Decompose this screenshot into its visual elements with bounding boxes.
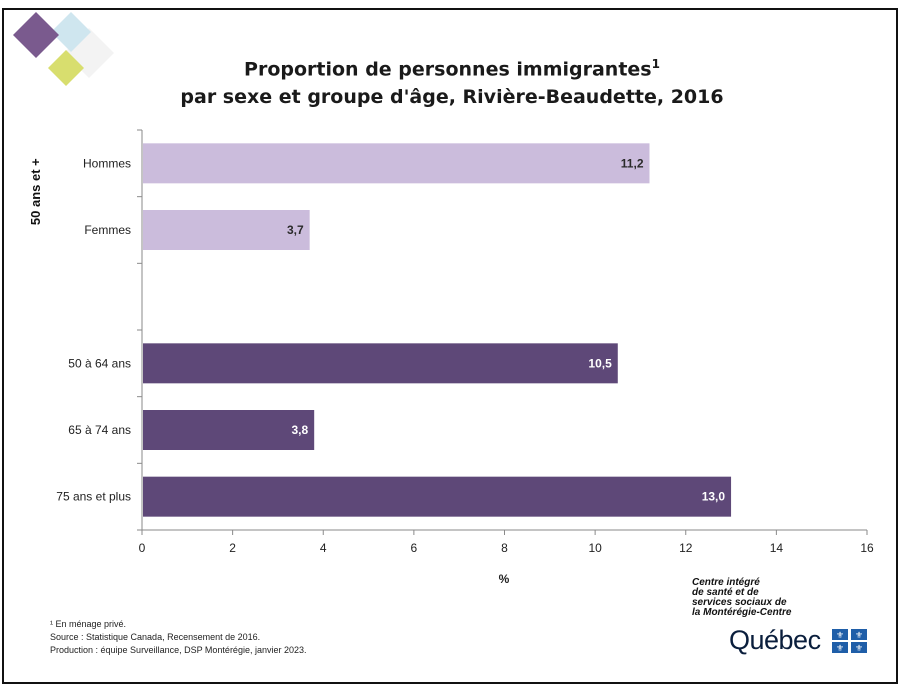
fleur-de-lis-icon: ⚜ bbox=[836, 644, 844, 653]
x-tick-label: 14 bbox=[770, 541, 784, 555]
footnotes: ¹ En ménage privé. Source : Statistique … bbox=[50, 618, 307, 657]
fleur-de-lis-icon: ⚜ bbox=[855, 644, 863, 653]
x-tick-label: 6 bbox=[411, 541, 418, 555]
logo-org-line-2: de santé et de bbox=[692, 587, 759, 598]
logo-org-line-1: Centre intégré bbox=[692, 577, 760, 588]
footnote-note: ¹ En ménage privé. bbox=[50, 619, 127, 629]
decorative-diamonds bbox=[13, 12, 114, 86]
bar-data-label: 3,7 bbox=[287, 223, 304, 237]
x-tick-label: 4 bbox=[320, 541, 327, 555]
flag-quarter bbox=[851, 642, 867, 653]
x-tick-label: 0 bbox=[139, 541, 146, 555]
footnote-source: Source : Statistique Canada, Recensement… bbox=[50, 632, 261, 642]
category-label: Hommes bbox=[83, 156, 131, 170]
category-label: 65 à 74 ans bbox=[68, 423, 131, 437]
logo-org-line-4: la Montérégie-Centre bbox=[692, 607, 792, 618]
diamond-yellow bbox=[48, 50, 84, 86]
title-line-1: Proportion de personnes immigrantes bbox=[244, 58, 652, 81]
logo-org-name: Centre intégré de santé et de services s… bbox=[692, 578, 877, 618]
footnote-production: Production : équipe Surveillance, DSP Mo… bbox=[50, 645, 307, 655]
slide: Proportion de personnes immigrantes1 par… bbox=[2, 8, 898, 684]
bar bbox=[143, 476, 732, 517]
category-label: Femmes bbox=[84, 223, 131, 237]
bar-data-label: 10,5 bbox=[588, 356, 612, 370]
x-tick-label: 10 bbox=[588, 541, 602, 555]
bar bbox=[143, 210, 310, 250]
bar bbox=[143, 343, 618, 384]
logo-org-line-3: services sociaux de bbox=[692, 597, 787, 608]
x-tick-label: 12 bbox=[679, 541, 693, 555]
bar-chart: 0 2 4 6 8 10 12 14 16% 11,2 Hommes 3,7 Femmes 10,5 50 … bbox=[28, 129, 874, 586]
x-tick-label: 8 bbox=[501, 541, 508, 555]
x-tick-label: 16 bbox=[860, 541, 874, 555]
bar bbox=[143, 143, 650, 184]
fleur-de-lis-icon: ⚜ bbox=[836, 631, 844, 641]
title-footnote-marker: 1 bbox=[651, 57, 660, 71]
fleur-de-lis-icon: ⚜ bbox=[855, 631, 863, 641]
flag-quarter bbox=[832, 642, 848, 653]
bar bbox=[143, 410, 315, 450]
chart-title: Proportion de personnes immigrantes1 par… bbox=[4, 50, 896, 111]
diamond-light-blue bbox=[51, 12, 91, 52]
flag-quarter bbox=[851, 629, 867, 640]
bar-data-label: 13,0 bbox=[702, 490, 726, 504]
bar-data-label: 11,2 bbox=[621, 156, 644, 170]
group-label: 50 ans et + bbox=[28, 158, 43, 225]
diamond-purple bbox=[13, 12, 59, 58]
bar-data-label: 3,8 bbox=[292, 423, 309, 437]
x-tick-label: 2 bbox=[229, 541, 236, 555]
category-label: 50 à 64 ans bbox=[68, 356, 131, 370]
flag-quarter bbox=[832, 629, 848, 640]
x-axis-label: % bbox=[499, 572, 510, 586]
category-label: 75 ans et plus bbox=[56, 490, 131, 504]
title-line-2: par sexe et groupe d'âge, Rivière-Beaude… bbox=[180, 86, 724, 109]
cisss-logo: Centre intégré de santé et de services s… bbox=[692, 578, 877, 658]
logo-quebec-wordmark: Québec bbox=[729, 625, 821, 655]
fleurdelise-flag-icon: ⚜ ⚜ ⚜ ⚜ bbox=[832, 629, 867, 653]
